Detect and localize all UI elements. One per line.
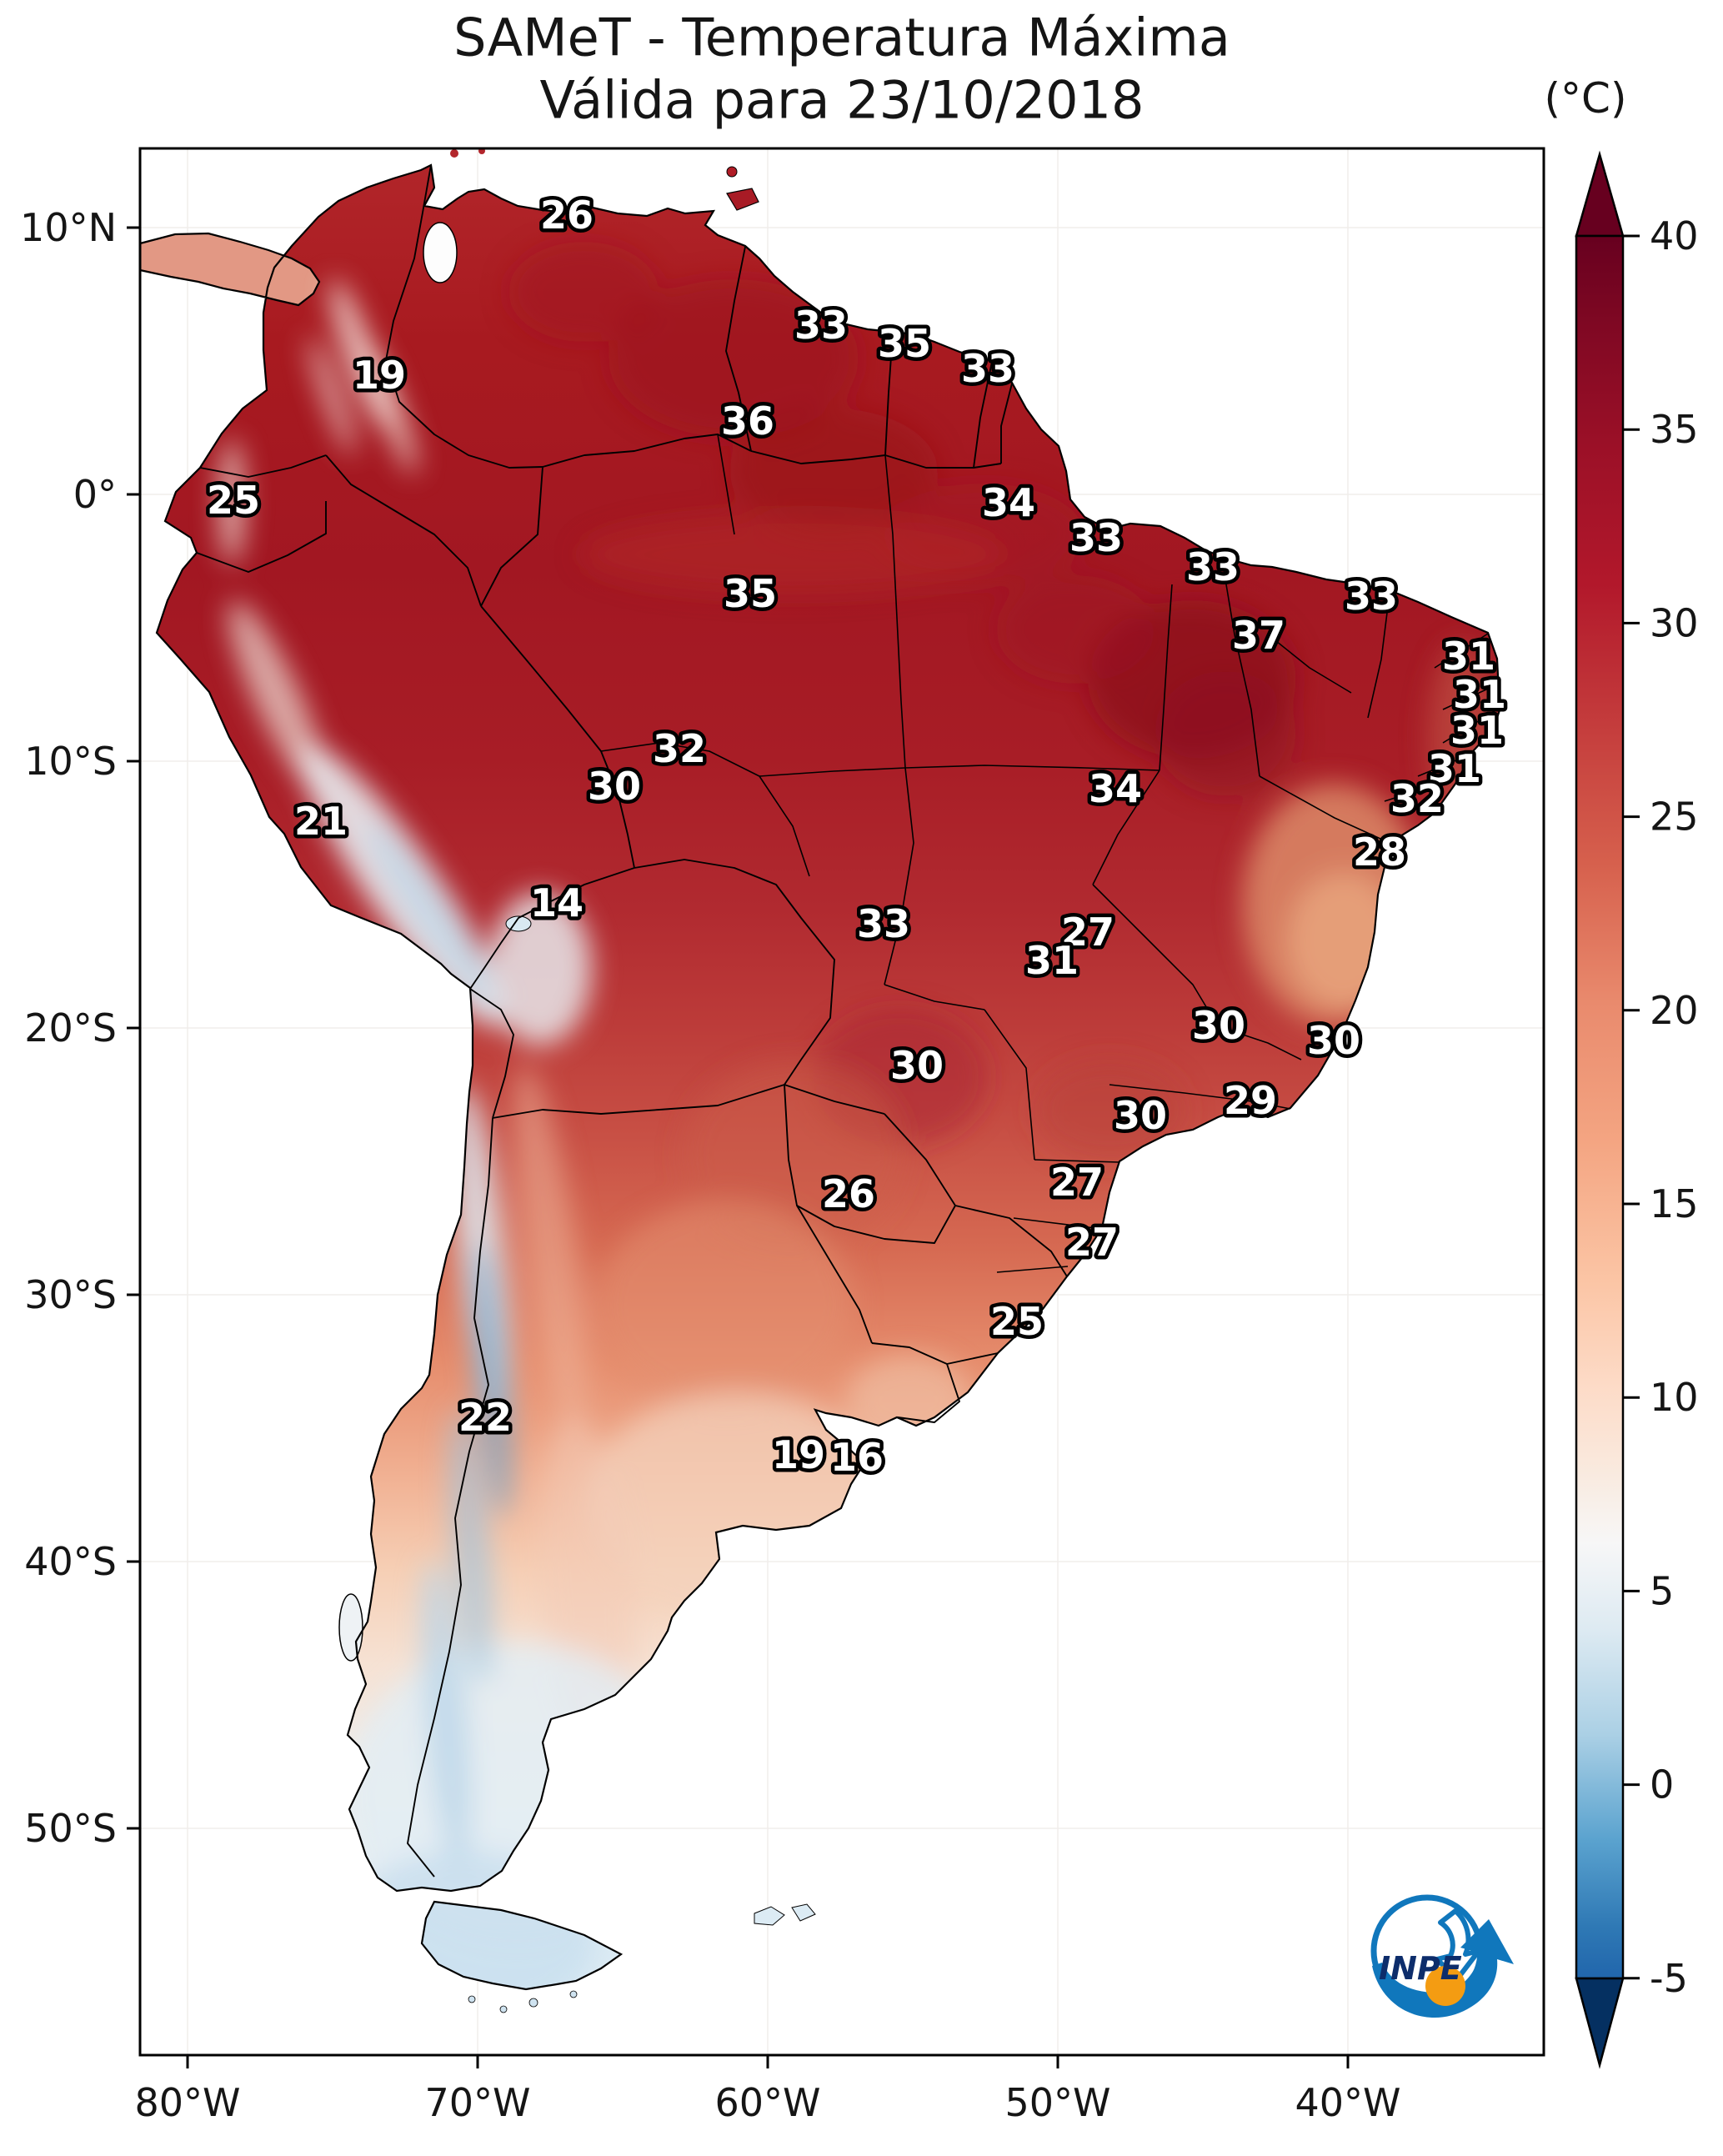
coastline [139, 163, 1501, 1991]
station-temp-label: 32 [653, 726, 706, 771]
station-temp-label: 19 [353, 353, 406, 398]
colorbar-tick-label: 20 [1650, 988, 1699, 1033]
colorbar-tick-label: -5 [1650, 1956, 1688, 2001]
lat-tick-label: 30°S [24, 1272, 117, 1317]
station-temp-label: 27 [1050, 1160, 1104, 1205]
station-temp-label: 33 [1345, 574, 1398, 619]
station-temp-label: 33 [857, 901, 910, 946]
station-temp-label: 31 [1025, 938, 1079, 983]
lat-tick-label: 10°S [24, 739, 117, 784]
state-borders [600, 434, 1498, 1273]
colorbar-tick-label: 40 [1650, 213, 1699, 258]
station-temp-label: 19 [772, 1432, 825, 1477]
station-temp-label: 25 [207, 478, 260, 523]
lon-tick-label: 50°W [1004, 2080, 1110, 2125]
chiloe-island [338, 1593, 363, 1662]
lon-tick-label: 40°W [1295, 2080, 1400, 2125]
cape-horn-islet [528, 1998, 538, 2008]
longitude-axis: 80°W 70°W 60°W 50°W 40°W [134, 2055, 1401, 2125]
station-temp-label: 31 [1450, 708, 1504, 753]
panama-landmass [140, 233, 319, 305]
station-temp-label: 33 [961, 346, 1014, 391]
colorbar-ticks: 40 35 30 25 20 15 10 5 0 -5 [1623, 213, 1699, 2001]
falkland-islands [791, 1903, 816, 1922]
lon-tick-label: 70°W [424, 2080, 530, 2125]
cape-horn-islet [468, 1995, 476, 2003]
station-temp-label: 26 [822, 1171, 875, 1216]
station-temp-label: 35 [724, 571, 777, 616]
station-temp-label: 28 [1353, 830, 1406, 875]
station-temp-label: 29 [1224, 1078, 1277, 1123]
station-temp-label: 31 [1442, 634, 1495, 679]
station-temp-label: 27 [1061, 910, 1114, 955]
colorbar-tick-label: 5 [1650, 1568, 1674, 1613]
lat-tick-label: 50°S [24, 1806, 117, 1851]
page-title: SAMeT - Temperatura Máxima [453, 8, 1230, 68]
station-temp-label: 30 [1192, 1003, 1245, 1048]
station-temp-label: 32 [1390, 776, 1444, 821]
station-temp-label: 21 [294, 799, 348, 844]
station-temp-label: 30 [890, 1043, 944, 1088]
station-temp-label: 36 [721, 399, 774, 444]
logo-orange-dot [1425, 1966, 1465, 2006]
colorbar-tick-label: 30 [1650, 600, 1699, 645]
colorbar-tick-label: 15 [1650, 1181, 1699, 1226]
station-temp-label: 27 [1065, 1220, 1119, 1265]
station-temp-label: 16 [830, 1435, 884, 1480]
colorbar-tick-label: 10 [1650, 1375, 1699, 1420]
colorbar-tick-label: 35 [1650, 407, 1699, 452]
lon-tick-label: 80°W [134, 2080, 240, 2125]
lon-tick-label: 60°W [714, 2080, 820, 2125]
colorbar-tick-label: 0 [1650, 1762, 1674, 1808]
station-temp-label: 31 [1453, 672, 1506, 717]
cape-horn-islet [499, 2005, 508, 2013]
station-temp-label: 37 [1232, 613, 1285, 658]
country-borders [196, 164, 1068, 1878]
trinidad-island [726, 188, 759, 211]
colorbar: (°C) 40 35 30 25 20 15 10 5 0 -5 [1545, 74, 1699, 2069]
station-temp-label: 30 [1114, 1093, 1167, 1138]
latitude-axis: 10°N 0° 10°S 20°S 30°S 40°S 50°S [20, 205, 140, 1851]
map-frame [138, 147, 1545, 2057]
colorbar-unit-label: (°C) [1545, 74, 1627, 123]
lake-maracaibo [423, 222, 458, 283]
station-temp-label: 33 [1069, 515, 1123, 560]
colorbar-gradient [1575, 234, 1625, 1980]
lat-tick-label: 20°S [24, 1005, 117, 1050]
station-temp-label: 33 [794, 303, 848, 348]
station-temp-label: 26 [540, 193, 594, 238]
colorbar-bottom-arrow [1575, 1977, 1625, 2069]
colorbar-top-arrow [1575, 150, 1625, 238]
station-temp-label: 30 [588, 764, 641, 809]
caribbean-island [450, 149, 458, 158]
lat-tick-label: 40°S [24, 1539, 117, 1584]
station-temp-label: 14 [530, 880, 584, 925]
cape-horn-islet [569, 1990, 578, 1998]
station-temp-label: 22 [458, 1395, 512, 1440]
lat-tick-label: 0° [73, 472, 117, 517]
colorbar-tick-label: 25 [1650, 795, 1699, 840]
page-subtitle: Válida para 23/10/2018 [540, 70, 1144, 131]
station-temp-label: 31 [1428, 746, 1481, 791]
station-temp-label: 30 [1307, 1018, 1360, 1063]
station-temp-label: 25 [990, 1299, 1044, 1344]
station-temp-label: 34 [1089, 766, 1142, 811]
logo-wordmark: INPE [1379, 1950, 1462, 1987]
station-temp-label: 33 [1186, 544, 1240, 589]
caribbean-island [726, 166, 738, 178]
station-temp-label: 34 [982, 480, 1035, 525]
lat-tick-label: 10°N [20, 205, 117, 250]
logo-swoosh-arrow-icon [1372, 1919, 1514, 2018]
inpe-logo: INPE [1370, 1894, 1514, 2018]
station-temp-label: 35 [878, 321, 931, 366]
falkland-islands [754, 1906, 785, 1926]
